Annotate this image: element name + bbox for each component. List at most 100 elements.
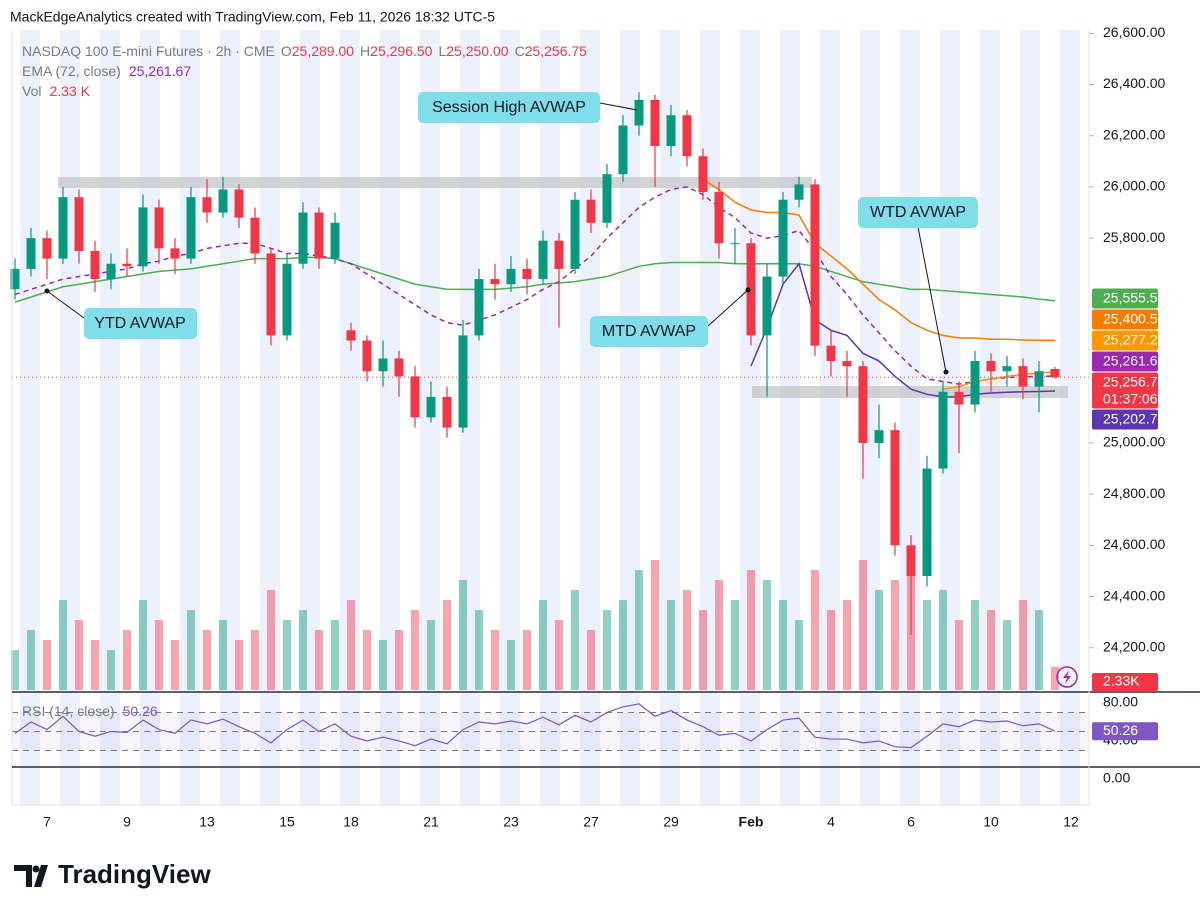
volume-bar bbox=[1035, 610, 1043, 690]
volume-bar bbox=[27, 630, 35, 690]
volume-bar bbox=[315, 630, 323, 690]
candle-body bbox=[474, 279, 484, 336]
volume-bar bbox=[859, 560, 867, 690]
session-stripe bbox=[620, 30, 640, 805]
session-stripe bbox=[460, 30, 480, 805]
session-stripe bbox=[260, 30, 280, 805]
candle-body bbox=[634, 99, 644, 126]
y-tick-label: 24,600.00 bbox=[1103, 536, 1165, 552]
price-badge bbox=[1092, 372, 1158, 409]
price-badge-label: 50.26 bbox=[1103, 722, 1138, 738]
volume-bar bbox=[123, 630, 131, 690]
volume-bar bbox=[539, 600, 547, 690]
annotation-dot bbox=[44, 288, 50, 294]
annotation-pointer bbox=[599, 102, 638, 111]
legend-label: RSI (14, close) bbox=[22, 703, 115, 719]
volume-bar bbox=[1051, 666, 1059, 690]
candle-body bbox=[570, 199, 580, 269]
rsi-line bbox=[14, 703, 1056, 749]
price-badge-label: 25,261.67 bbox=[1103, 352, 1165, 368]
y-tick-label: 26,400.00 bbox=[1103, 75, 1165, 91]
candle-body bbox=[794, 184, 804, 200]
volume-bar bbox=[955, 620, 963, 690]
annotation-dot bbox=[745, 287, 751, 293]
price-badge-label: 25,202.75 bbox=[1103, 410, 1165, 426]
annotation-pointer bbox=[46, 290, 85, 319]
legend-value: 2.33 K bbox=[49, 83, 90, 99]
session-stripe bbox=[580, 30, 600, 805]
price-badge-label: 25,277.25 bbox=[1103, 331, 1165, 347]
volume-bar bbox=[507, 640, 515, 690]
y-tick-label: 26,200.00 bbox=[1103, 126, 1165, 142]
candle-body bbox=[506, 268, 516, 285]
candle-body bbox=[234, 189, 244, 218]
rsi-tick-label: 80.00 bbox=[1103, 694, 1138, 710]
annotation-label: Session High AVWAP bbox=[432, 99, 586, 116]
session-stripe bbox=[540, 30, 560, 805]
volume-bar bbox=[43, 640, 51, 690]
volume-bar bbox=[219, 620, 227, 690]
price-badge bbox=[1092, 309, 1158, 330]
volume-bar bbox=[59, 600, 67, 690]
session-stripe bbox=[340, 30, 360, 805]
volume-bar bbox=[283, 620, 291, 690]
candle-body bbox=[378, 358, 388, 372]
session-stripe bbox=[740, 30, 760, 805]
candle-body bbox=[602, 174, 612, 223]
x-tick-label: 15 bbox=[279, 814, 295, 830]
volume-bar bbox=[667, 600, 675, 690]
candle-body bbox=[122, 263, 132, 267]
annotation-box bbox=[418, 92, 600, 123]
annotations: YTD AVWAP Session High AVWAP MTD AVWAP W… bbox=[44, 92, 978, 375]
y-tick-label: 25,800.00 bbox=[1103, 229, 1165, 245]
ohlc-key: C bbox=[515, 43, 525, 59]
alert-icon-bolt bbox=[1063, 670, 1071, 684]
price-badge bbox=[1092, 330, 1158, 351]
volume-bar bbox=[203, 630, 211, 690]
candle-body bbox=[538, 240, 548, 280]
candle-body bbox=[826, 345, 836, 362]
volume-bar bbox=[715, 580, 723, 690]
x-tick-label: 23 bbox=[503, 814, 519, 830]
candle-body bbox=[938, 391, 948, 469]
price-badge bbox=[1092, 409, 1158, 430]
candle-body bbox=[986, 361, 996, 372]
candle-body bbox=[906, 545, 916, 577]
indicator-line bbox=[14, 186, 1056, 385]
indicator-layer bbox=[14, 178, 1056, 398]
volume-bar bbox=[491, 630, 499, 690]
volume-bar bbox=[811, 570, 819, 690]
session-stripe bbox=[100, 30, 120, 805]
volume-bar bbox=[11, 650, 19, 690]
candle-body bbox=[762, 276, 772, 336]
volume-bar bbox=[107, 650, 115, 690]
x-tick-label: 13 bbox=[199, 814, 215, 830]
volume-bar bbox=[523, 630, 531, 690]
volume-bar bbox=[635, 570, 643, 690]
symbol: NASDAQ 100 E-mini Futures · 2h · CME bbox=[22, 43, 275, 59]
candle-body bbox=[874, 430, 884, 443]
candle-body bbox=[1002, 366, 1012, 372]
candle-body bbox=[666, 115, 676, 146]
legend-value: 25,261.67 bbox=[129, 63, 191, 79]
indicator-line bbox=[14, 256, 1056, 303]
volume-legend: Vol 2.33 K bbox=[22, 83, 91, 99]
candle-body bbox=[90, 250, 100, 280]
volume-bar bbox=[555, 620, 563, 690]
ema-legend: EMA (72, close) 25,261.67 bbox=[22, 63, 191, 79]
candle-body bbox=[858, 366, 868, 443]
candle-body bbox=[282, 263, 292, 336]
candle-body bbox=[330, 222, 340, 259]
candle-body bbox=[218, 189, 228, 213]
session-stripe bbox=[500, 30, 520, 805]
volume-bar bbox=[779, 600, 787, 690]
annotation-label: MTD AVWAP bbox=[602, 323, 696, 340]
volume-bar bbox=[75, 620, 83, 690]
candle-body bbox=[394, 358, 404, 377]
ohlc-value: 25,289.00 bbox=[292, 43, 354, 59]
candle-body bbox=[410, 376, 420, 418]
indicator-line bbox=[702, 178, 1056, 342]
candle-body bbox=[954, 391, 964, 405]
alert-icon[interactable] bbox=[1056, 666, 1078, 688]
